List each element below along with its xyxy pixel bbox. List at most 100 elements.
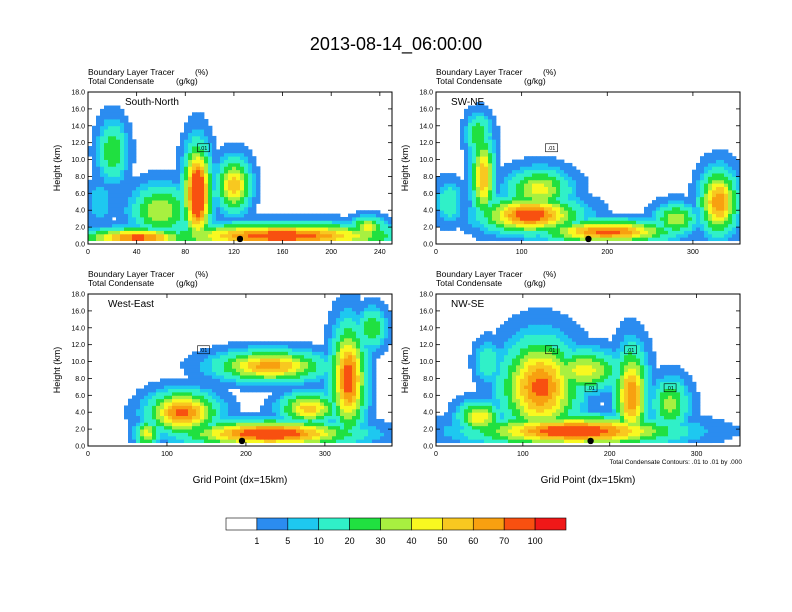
field-cell: [264, 351, 269, 356]
field-cell: [312, 237, 317, 242]
field-cell: [488, 183, 493, 187]
field-cell: [200, 412, 205, 416]
field-cell: [208, 223, 213, 228]
field-cell: [180, 402, 185, 406]
field-cell: [444, 176, 449, 181]
field-cell: [348, 391, 353, 396]
field-cell: [140, 435, 145, 440]
field-cell: [128, 129, 133, 133]
field-cell: [560, 230, 565, 235]
field-cell: [104, 156, 109, 160]
field-cell: [196, 425, 201, 430]
field-cell: [468, 112, 473, 117]
field-cell: [352, 425, 357, 430]
field-cell: [496, 149, 501, 154]
field-cell: [160, 186, 165, 191]
field-cell: [220, 361, 225, 366]
field-cell: [344, 237, 349, 242]
y-tick-label: 8.0: [423, 174, 433, 181]
field-cell: [156, 213, 161, 218]
field-cell: [204, 432, 209, 437]
field-cell: [104, 203, 109, 208]
field-cell: [288, 375, 293, 379]
field-cell: [372, 230, 377, 235]
field-cell: [720, 193, 725, 198]
field-cell: [724, 173, 729, 177]
field-cell: [516, 223, 521, 228]
field-cell: [480, 196, 485, 201]
field-cell: [488, 112, 493, 117]
field-cell: [296, 422, 301, 427]
field-cell: [172, 206, 177, 211]
field-cell: [100, 179, 105, 184]
field-cell: [360, 435, 365, 440]
field-cell: [172, 381, 177, 386]
field-cell: [492, 176, 497, 181]
field-cell: [548, 203, 553, 208]
field-cell: [112, 166, 117, 171]
field-cell: [136, 213, 141, 218]
field-cell: [640, 216, 645, 221]
field-cell: [116, 206, 121, 211]
field-cell: [312, 425, 317, 430]
field-cell: [276, 213, 281, 218]
field-cell: [452, 196, 457, 201]
field-cell: [380, 422, 385, 427]
field-cell: [88, 223, 93, 228]
field-cell: [196, 200, 201, 204]
field-cell: [360, 230, 365, 235]
field-cell: [352, 364, 357, 369]
field-cell: [644, 206, 649, 211]
field-cell: [452, 200, 457, 204]
field-cell: [528, 166, 533, 171]
field-cell: [336, 378, 341, 383]
field-cell: [380, 439, 385, 444]
field-cell: [204, 418, 209, 423]
field-cell: [436, 193, 441, 198]
field-cell: [312, 233, 317, 238]
field-cell: [344, 432, 349, 437]
field-cell: [128, 237, 133, 242]
field-cell: [368, 227, 373, 231]
field-cell: [184, 223, 189, 228]
y-tick-label: 16.0: [419, 106, 433, 113]
field-cell: [500, 189, 505, 194]
field-cell: [700, 186, 705, 191]
field-cell: [244, 186, 249, 191]
field-cell: [188, 364, 193, 369]
field-cell: [368, 358, 373, 362]
field-cell: [280, 425, 285, 430]
field-cell: [556, 183, 561, 187]
field-cell: [488, 223, 493, 228]
field-cell: [100, 152, 105, 157]
field-cell: [484, 112, 489, 117]
y-tick-label: 2.0: [423, 225, 433, 232]
field-cell: [148, 432, 153, 437]
field-cell: [384, 435, 389, 440]
field-cell: [452, 220, 457, 225]
field-cell: [192, 361, 197, 366]
field-cell: [304, 358, 309, 362]
field-cell: [352, 408, 357, 413]
field-cell: [344, 429, 349, 433]
field-cell: [252, 220, 257, 225]
field-cell: [352, 216, 357, 221]
field-cell: [676, 213, 681, 218]
field-cell: [188, 358, 193, 362]
field-cell: [724, 196, 729, 201]
field-cell: [152, 395, 157, 400]
field-cell: [288, 216, 293, 221]
field-cell: [732, 206, 737, 211]
field-cell: [284, 375, 289, 379]
field-cell: [120, 122, 125, 127]
field-cell: [240, 220, 245, 225]
field-cell: [224, 388, 229, 393]
field-cell: [212, 152, 217, 157]
field-cell: [328, 388, 333, 393]
field-cell: [232, 223, 237, 228]
field-cell: [508, 200, 513, 204]
field-cell: [552, 159, 557, 164]
field-cell: [108, 227, 113, 231]
field-cell: [364, 402, 369, 406]
field-cell: [188, 381, 193, 386]
